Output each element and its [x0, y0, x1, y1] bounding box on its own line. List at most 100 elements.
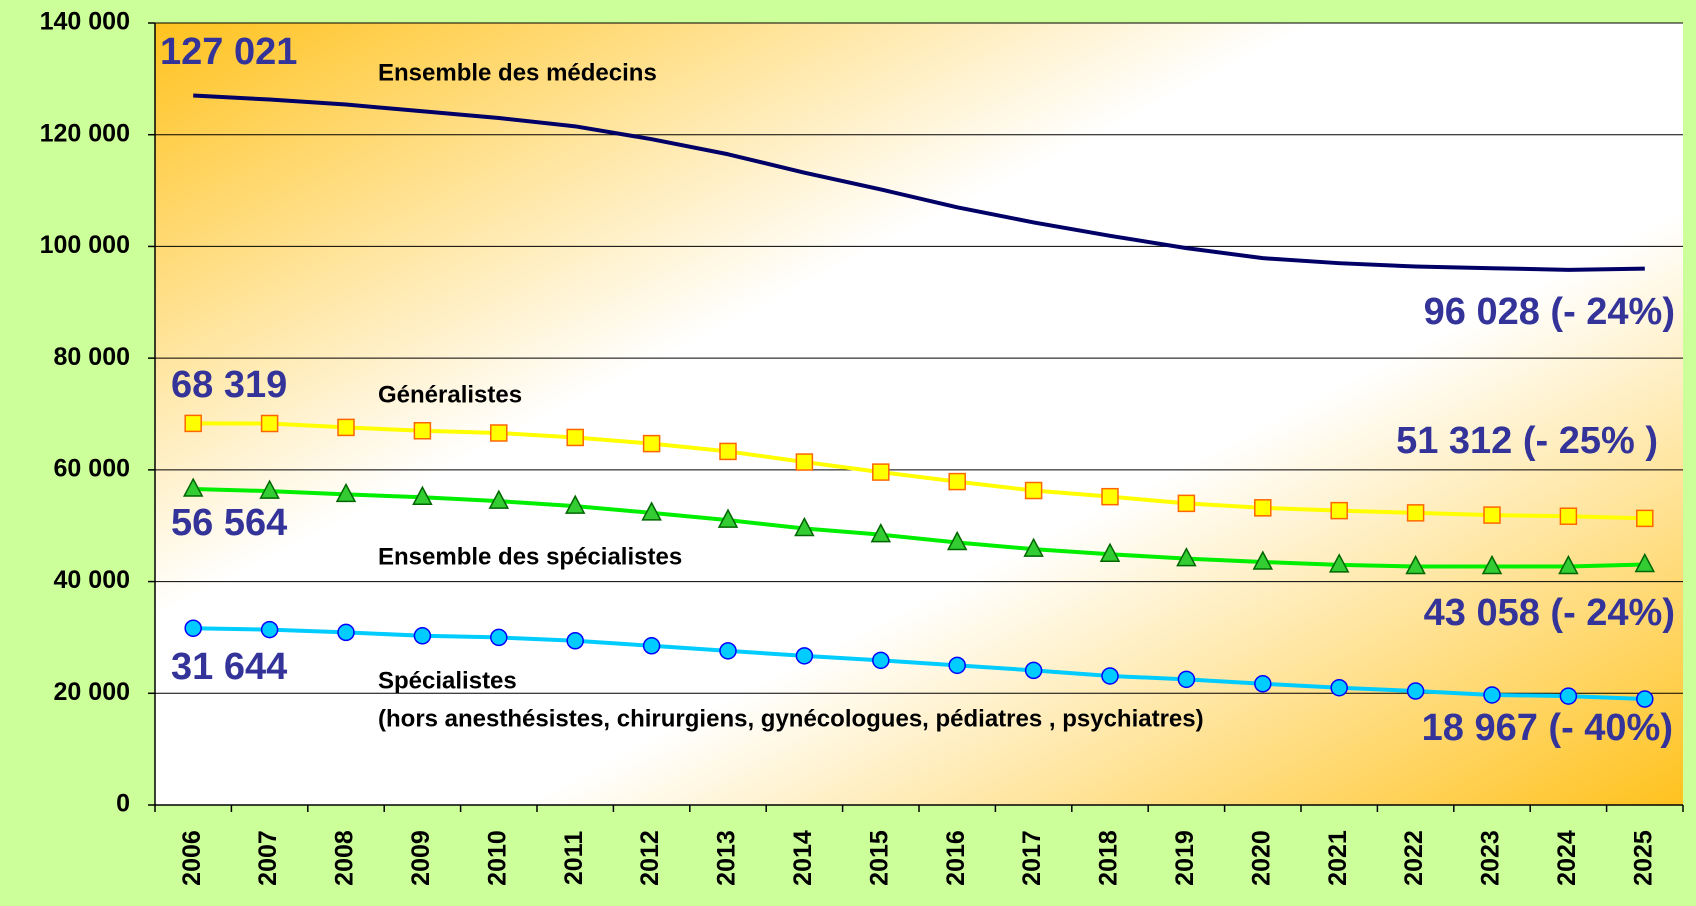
- marker: [1101, 667, 1119, 685]
- series-label: Spécialistes: [378, 667, 517, 694]
- x-tick-label: 2012: [636, 830, 664, 886]
- value-label: 43 058 (- 24%): [1424, 592, 1675, 634]
- series-label: Ensemble des médecins: [378, 59, 657, 86]
- marker: [1254, 675, 1272, 693]
- marker: [1406, 504, 1425, 522]
- series-line: [193, 487, 1645, 569]
- marker: [1024, 481, 1043, 500]
- y-tick-label: 0: [116, 790, 130, 818]
- value-label: 96 028 (- 24%): [1424, 291, 1675, 333]
- marker: [413, 422, 432, 440]
- x-tick-label: 2021: [1324, 830, 1352, 886]
- marker: [1177, 670, 1196, 689]
- marker: [870, 523, 892, 543]
- marker: [337, 623, 355, 642]
- x-tick-label: 2025: [1629, 830, 1657, 886]
- value-label: 127 021: [160, 31, 297, 73]
- x-tick-label: 2006: [178, 830, 206, 886]
- y-tick-label: 120 000: [40, 119, 130, 147]
- marker: [182, 477, 204, 497]
- marker: [1330, 501, 1348, 520]
- y-tick-label: 60 000: [54, 454, 130, 482]
- marker: [719, 442, 737, 461]
- x-tick-label: 2015: [865, 830, 893, 886]
- x-tick-label: 2023: [1477, 830, 1505, 886]
- marker: [1559, 507, 1578, 525]
- marker: [794, 516, 815, 537]
- marker: [1559, 687, 1578, 705]
- marker: [1176, 547, 1197, 567]
- marker: [719, 642, 737, 660]
- marker: [260, 620, 279, 639]
- y-tick-label: 80 000: [54, 343, 130, 371]
- marker: [259, 479, 280, 499]
- marker: [184, 414, 202, 433]
- marker: [946, 530, 968, 551]
- series-line: [193, 626, 1645, 702]
- marker: [1023, 537, 1044, 557]
- marker: [413, 627, 432, 645]
- marker: [642, 637, 661, 655]
- x-tick-label: 2016: [942, 830, 970, 886]
- marker: [1483, 506, 1501, 524]
- x-tick-label: 2017: [1018, 830, 1046, 886]
- series-line: [193, 93, 1645, 272]
- marker: [948, 472, 966, 491]
- value-label: 18 967 (- 40%): [1422, 707, 1673, 749]
- marker: [1177, 494, 1196, 513]
- marker: [1634, 552, 1656, 573]
- marker: [490, 628, 508, 647]
- marker: [1024, 661, 1043, 680]
- marker: [872, 651, 890, 670]
- marker: [1481, 554, 1503, 575]
- marker: [184, 619, 202, 637]
- x-tick-label: 2013: [713, 830, 741, 886]
- y-tick-label: 20 000: [54, 678, 130, 706]
- marker: [1099, 542, 1121, 562]
- series-label: Généralistes: [378, 381, 522, 408]
- series-line: [193, 421, 1645, 521]
- marker: [335, 482, 357, 503]
- x-tick-label: 2024: [1553, 830, 1581, 886]
- x-tick-label: 2011: [560, 831, 588, 885]
- marker: [717, 508, 739, 528]
- x-tick-label: 2022: [1400, 830, 1428, 886]
- y-tick-label: 40 000: [54, 566, 130, 594]
- marker: [1405, 554, 1426, 575]
- plot-area: [155, 23, 1683, 805]
- value-label: 56 564: [171, 502, 287, 544]
- marker: [412, 485, 433, 505]
- marker: [337, 418, 355, 437]
- marker: [566, 632, 584, 650]
- x-tick-label: 2018: [1095, 830, 1123, 886]
- marker: [260, 414, 279, 433]
- marker: [795, 453, 814, 471]
- value-label: 51 312 (- 25% ): [1396, 420, 1658, 462]
- x-tick-label: 2009: [407, 830, 435, 886]
- y-tick-label: 100 000: [40, 231, 130, 259]
- value-label: 31 644: [171, 646, 287, 688]
- x-tick-label: 2014: [789, 830, 817, 886]
- marker: [1252, 550, 1274, 570]
- series-label: Ensemble des spécialistes: [378, 543, 682, 570]
- x-tick-label: 2020: [1247, 830, 1275, 886]
- marker: [1558, 554, 1579, 575]
- marker: [795, 647, 814, 665]
- marker: [872, 463, 890, 481]
- x-tick-label: 2007: [254, 830, 282, 886]
- x-tick-label: 2010: [483, 830, 511, 886]
- x-tick-label: 2008: [331, 830, 359, 886]
- marker: [566, 428, 584, 447]
- marker: [1483, 686, 1501, 704]
- marker: [642, 434, 661, 453]
- value-label: 68 319: [171, 364, 287, 406]
- marker: [948, 656, 966, 675]
- y-tick-label: 140 000: [40, 8, 130, 36]
- marker: [1101, 487, 1119, 506]
- marker: [1254, 499, 1272, 517]
- marker: [1636, 509, 1654, 528]
- marker: [488, 489, 510, 509]
- series-note: (hors anesthésistes, chirurgiens, gynéco…: [378, 705, 1204, 732]
- marker: [1330, 678, 1348, 697]
